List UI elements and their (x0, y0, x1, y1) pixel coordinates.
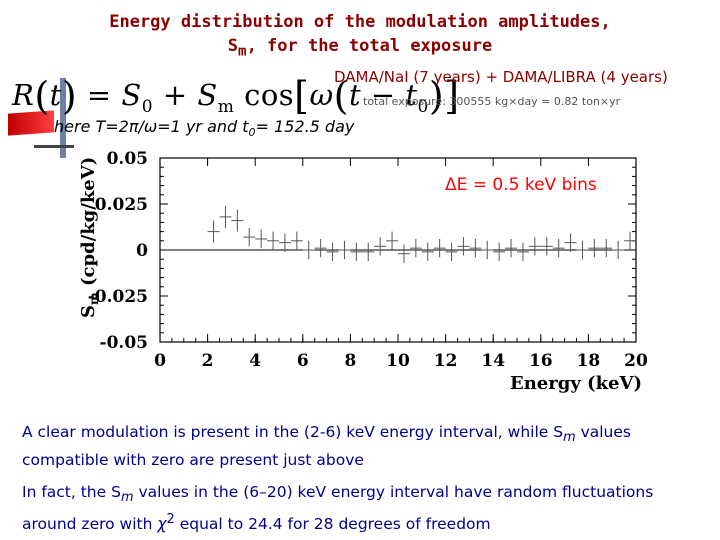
caption2-chi: χ (157, 515, 167, 534)
formula-t0: t (405, 78, 418, 112)
data-point (219, 205, 232, 228)
data-point (279, 233, 291, 252)
caption2-sub: m (120, 490, 134, 506)
dama-label: DAMA/NaI (7 years) + DAMA/LIBRA (4 years… (334, 68, 668, 86)
x-tick-label: 16 (529, 351, 553, 371)
formula-omega: ω (309, 78, 334, 112)
title-sm-symbol: S (227, 36, 239, 56)
formula-sm-sub: m (217, 96, 235, 117)
data-point (552, 238, 565, 258)
caption2-sup: 2 (166, 512, 175, 528)
data-point (588, 238, 601, 258)
data-point (386, 231, 398, 250)
data-point (255, 229, 268, 249)
title-sm-subscript: m (238, 43, 247, 60)
data-point (314, 238, 327, 258)
bin-width-annotation: ΔE = 0.5 keV bins (445, 175, 597, 195)
data-point (231, 209, 244, 232)
formula-t2: t (348, 78, 362, 112)
formula-r: R (12, 78, 35, 112)
caption1-text: A clear modulation is present in the (2-… (22, 423, 564, 441)
data-point (481, 240, 494, 260)
x-tick-label: 0 (154, 351, 166, 371)
data-point (338, 240, 351, 260)
data-point (374, 237, 387, 256)
caption2-text-post: equal to 24.4 for 28 degrees of freedom (174, 515, 491, 534)
y-axis-label-s: S (78, 305, 99, 318)
decorative-gray-line (34, 145, 74, 148)
y-tick-label: -0.05 (100, 333, 148, 353)
modulation-formula: R(t) = S0 + Sm cos[ω(t − t0)] (12, 74, 460, 118)
data-point (302, 240, 315, 260)
formula-plus: + (153, 78, 198, 112)
data-point (564, 233, 577, 252)
x-tick-label: 2 (202, 351, 214, 371)
data-point (290, 231, 303, 250)
caption1-text-post: values compatible with zero are present … (22, 423, 631, 470)
caption-paragraph-1: A clear modulation is present in the (2-… (22, 421, 712, 471)
x-tick-label: 20 (624, 351, 648, 371)
data-point (445, 242, 458, 262)
data-point (540, 237, 553, 256)
x-axis-label: Energy (keV) (510, 373, 642, 394)
data-point (326, 242, 339, 262)
formula-s0: S (121, 78, 142, 112)
caption1-sub: m (563, 430, 576, 446)
caption2-text: In fact, the S (22, 483, 121, 501)
data-point (528, 237, 541, 256)
data-point (350, 242, 363, 262)
y-tick-label: 0.05 (107, 149, 148, 169)
slide-title-line2: Sm, for the total exposure (0, 34, 720, 63)
data-point (362, 242, 375, 262)
formula-sm: S (197, 78, 218, 112)
data-point (600, 238, 613, 258)
x-tick-label: 8 (344, 351, 356, 371)
x-tick-label: 14 (481, 351, 505, 371)
formula-t0-sub: 0 (417, 96, 429, 117)
x-tick-label: 4 (249, 351, 261, 371)
formula-cos: cos (234, 78, 295, 112)
data-point (624, 231, 636, 250)
caption2-text-mid: values in the (6–20) keV energy interval… (22, 483, 654, 534)
slide-title-line1: Energy distribution of the modulation am… (109, 12, 611, 32)
data-point (517, 242, 529, 262)
decorative-blue-bar (60, 78, 66, 158)
formula-eq: = (77, 78, 122, 112)
y-axis-label: Sm (cpd/kg/keV) (78, 157, 101, 318)
here-sub: 0 (248, 126, 256, 140)
here-text: here T=2π/ω=1 yr and t (54, 117, 249, 136)
x-tick-label: 12 (434, 351, 458, 371)
x-tick-label: 10 (386, 351, 410, 371)
exposure-label: total exposure: 300555 kg×day = 0.82 ton… (363, 95, 621, 108)
y-tick-label: 0.025 (95, 195, 148, 215)
data-point (267, 231, 279, 250)
data-point (409, 238, 422, 258)
x-tick-label: 6 (297, 351, 309, 371)
data-point (469, 238, 482, 258)
formula-t: t (49, 78, 62, 112)
title-line2-text: , for the total exposure (246, 36, 493, 56)
here-text-post: = 152.5 day (255, 117, 355, 136)
x-tick-label: 18 (577, 351, 601, 371)
caption-paragraph-2: In fact, the Sm values in the (6–20) keV… (22, 481, 712, 535)
y-axis-label-sub: m (87, 292, 101, 305)
data-point (505, 238, 517, 258)
data-point (421, 242, 434, 262)
data-point (576, 240, 589, 260)
data-point (243, 227, 256, 247)
data-point (612, 240, 625, 260)
y-axis-label-unit: (cpd/kg/keV) (78, 157, 99, 293)
y-tick-label: 0 (136, 241, 148, 261)
period-phase-note: here T=2π/ω=1 yr and t0= 152.5 day (54, 117, 354, 139)
data-point (398, 244, 410, 263)
data-point (457, 237, 470, 256)
formula-s0-sub: 0 (141, 96, 154, 117)
y-tick-label: -0.025 (88, 287, 148, 307)
data-point (433, 238, 446, 258)
data-point (493, 242, 506, 262)
data-point (207, 220, 220, 243)
